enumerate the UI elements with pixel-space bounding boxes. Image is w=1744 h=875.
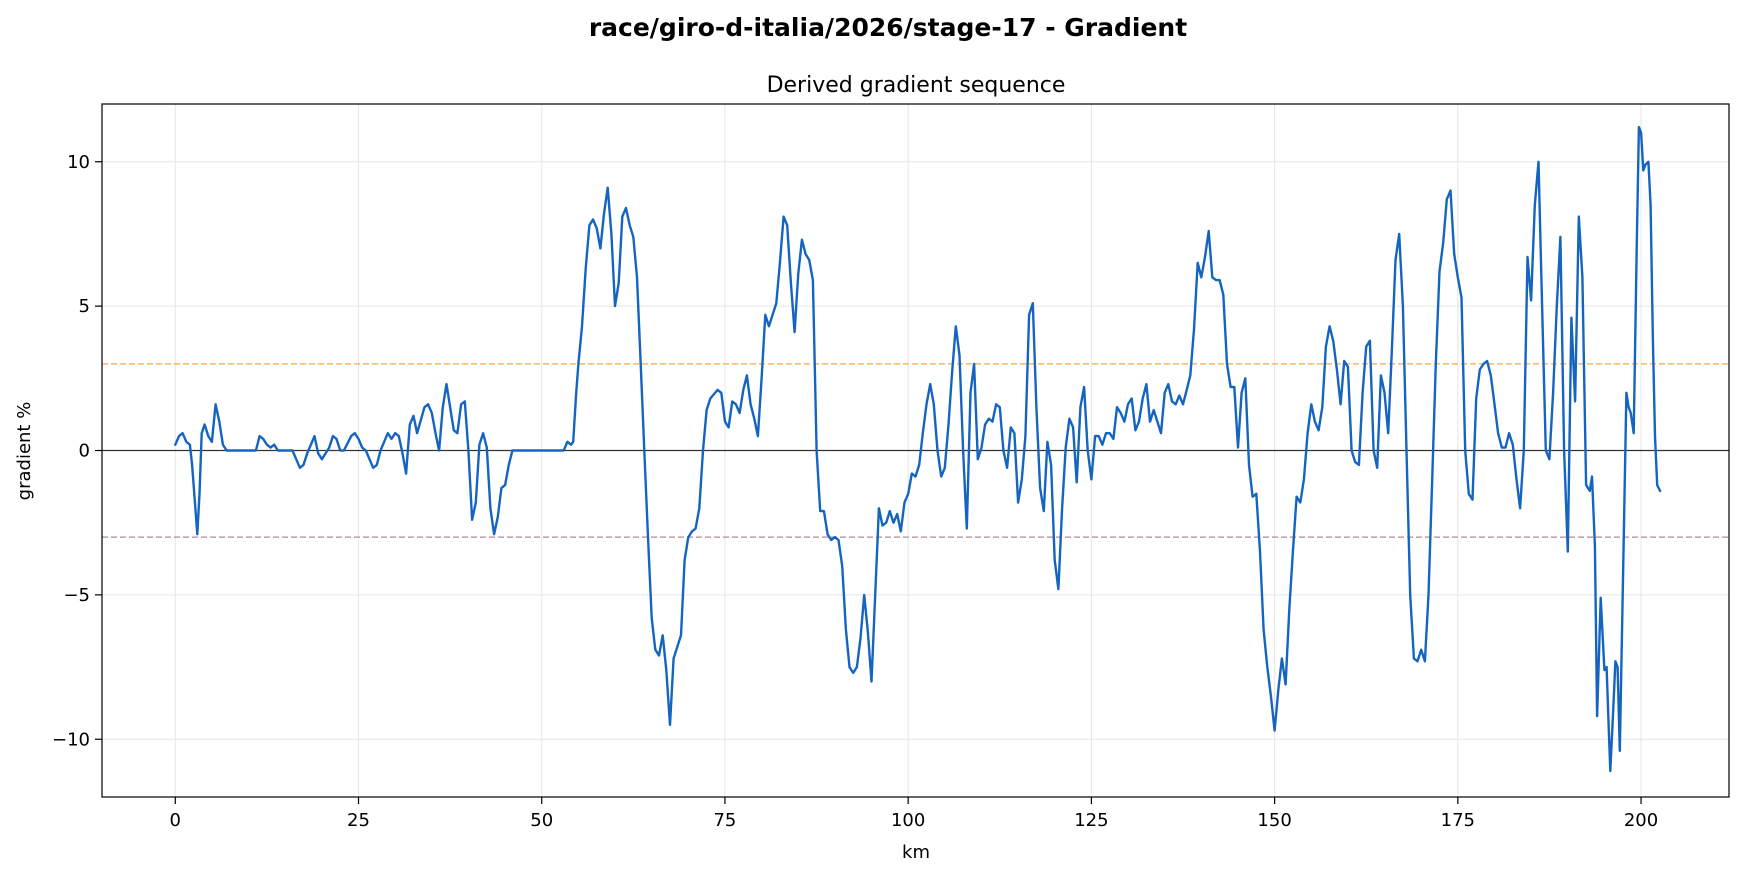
x-tick-label: 100 [891,810,925,831]
x-tick-label: 75 [713,810,736,831]
x-tick-label: 0 [170,810,181,831]
x-tick-label: 50 [530,810,553,831]
x-tick-label: 25 [347,810,370,831]
chart-suptitle: race/giro-d-italia/2026/stage-17 - Gradi… [589,13,1187,42]
y-tick-label: 5 [79,296,90,317]
y-tick-label: 10 [67,152,90,173]
reference-lines [102,363,1729,538]
x-axis-label: km [902,842,930,863]
x-tick-label: 125 [1074,810,1108,831]
y-axis-label: gradient % [14,402,35,501]
x-tick-label: 200 [1624,810,1658,831]
x-axis-ticks: 0 25 50 75 100 125 150 175 200 [170,797,1658,831]
y-tick-label: −10 [52,729,90,750]
y-tick-label: 0 [79,441,90,462]
chart-title: Derived gradient sequence [767,73,1066,98]
x-tick-label: 175 [1441,810,1475,831]
gradient-series-line [174,125,1662,773]
y-axis-ticks: −10 −5 0 5 10 [52,152,102,750]
series-layer [174,125,1662,773]
y-tick-label: −5 [63,585,90,606]
x-tick-label: 150 [1257,810,1291,831]
